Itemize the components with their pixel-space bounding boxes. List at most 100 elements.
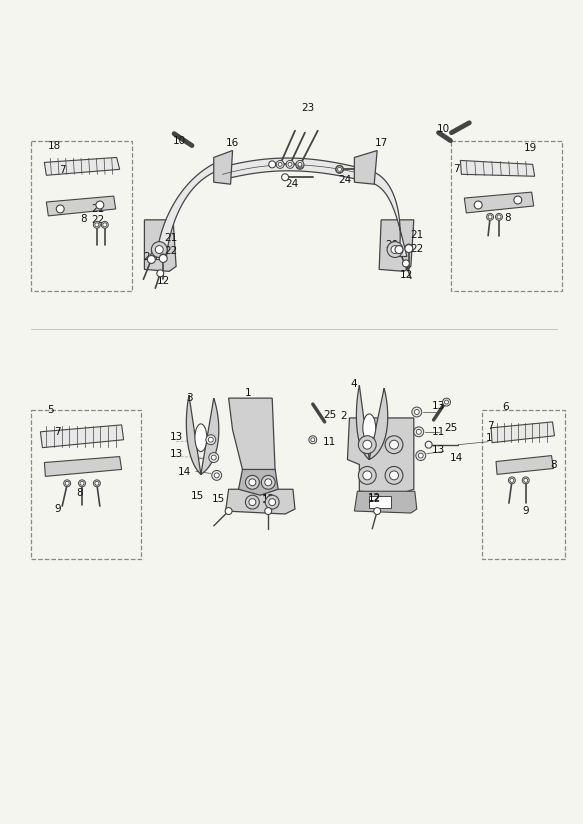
- Circle shape: [363, 471, 372, 480]
- Text: 8: 8: [77, 488, 83, 499]
- Circle shape: [389, 471, 398, 480]
- Circle shape: [65, 481, 69, 485]
- Circle shape: [206, 435, 216, 445]
- Polygon shape: [369, 171, 407, 256]
- Circle shape: [395, 246, 402, 253]
- Polygon shape: [156, 161, 221, 260]
- Circle shape: [80, 481, 84, 485]
- Circle shape: [363, 440, 372, 449]
- Text: 22: 22: [410, 244, 423, 254]
- Bar: [482, 410, 566, 559]
- Text: 20: 20: [385, 240, 399, 250]
- Text: 9: 9: [54, 504, 61, 514]
- Circle shape: [425, 441, 432, 448]
- Circle shape: [395, 246, 403, 254]
- Polygon shape: [354, 491, 417, 513]
- Bar: [369, 496, 391, 508]
- Circle shape: [147, 255, 155, 264]
- Text: 15: 15: [191, 491, 205, 501]
- Circle shape: [64, 480, 71, 487]
- Text: 10: 10: [437, 124, 450, 133]
- Circle shape: [416, 429, 422, 434]
- Polygon shape: [44, 456, 122, 476]
- Text: 18: 18: [48, 141, 61, 151]
- Text: 13: 13: [432, 401, 445, 411]
- Circle shape: [405, 245, 413, 252]
- Circle shape: [524, 479, 528, 482]
- Circle shape: [389, 440, 398, 449]
- Polygon shape: [464, 192, 533, 213]
- Text: 24: 24: [338, 176, 351, 185]
- Circle shape: [269, 499, 276, 506]
- Circle shape: [265, 495, 279, 509]
- Circle shape: [508, 477, 515, 484]
- Ellipse shape: [363, 414, 375, 442]
- Circle shape: [298, 162, 302, 166]
- Polygon shape: [47, 196, 115, 216]
- Text: 11: 11: [432, 427, 445, 437]
- Circle shape: [405, 244, 412, 251]
- Text: 15: 15: [486, 433, 498, 442]
- Text: 12: 12: [401, 270, 413, 280]
- Text: 23: 23: [301, 103, 314, 113]
- Text: 12: 12: [367, 494, 381, 503]
- Bar: [451, 141, 563, 291]
- Circle shape: [103, 222, 107, 227]
- Text: 22: 22: [164, 246, 178, 255]
- Circle shape: [96, 201, 104, 209]
- Polygon shape: [496, 456, 553, 475]
- Polygon shape: [226, 489, 295, 514]
- Polygon shape: [238, 470, 278, 495]
- Circle shape: [93, 222, 100, 228]
- Text: 10: 10: [173, 136, 185, 146]
- Circle shape: [208, 438, 213, 442]
- Circle shape: [214, 473, 219, 478]
- Text: 21: 21: [410, 230, 423, 240]
- Circle shape: [211, 455, 216, 460]
- Text: 25: 25: [444, 423, 457, 433]
- Circle shape: [288, 162, 292, 166]
- Circle shape: [385, 466, 403, 485]
- Bar: [30, 141, 132, 291]
- Text: 21: 21: [164, 232, 178, 243]
- Circle shape: [336, 166, 343, 173]
- Text: 21: 21: [91, 204, 104, 214]
- Circle shape: [514, 196, 522, 204]
- Text: 12: 12: [262, 495, 275, 505]
- Circle shape: [101, 222, 108, 228]
- Circle shape: [245, 475, 259, 489]
- Circle shape: [296, 162, 304, 170]
- Polygon shape: [347, 418, 414, 494]
- Circle shape: [278, 162, 282, 166]
- Circle shape: [249, 499, 256, 506]
- Text: 6: 6: [503, 402, 509, 412]
- Circle shape: [212, 471, 222, 480]
- Circle shape: [265, 479, 272, 486]
- Text: 13: 13: [170, 432, 182, 442]
- Circle shape: [412, 407, 422, 417]
- Text: 13: 13: [170, 448, 182, 459]
- Circle shape: [391, 246, 399, 254]
- Circle shape: [522, 477, 529, 484]
- Bar: [30, 410, 142, 559]
- Circle shape: [95, 222, 99, 227]
- Circle shape: [418, 453, 423, 458]
- Text: 2: 2: [340, 411, 347, 421]
- Text: 8: 8: [550, 461, 557, 471]
- Polygon shape: [379, 220, 414, 271]
- Polygon shape: [214, 151, 233, 185]
- Circle shape: [209, 452, 219, 462]
- Circle shape: [309, 436, 317, 443]
- Text: 13: 13: [432, 445, 445, 455]
- Ellipse shape: [195, 424, 207, 452]
- Polygon shape: [354, 151, 377, 185]
- Text: 9: 9: [522, 506, 529, 516]
- Circle shape: [474, 201, 482, 209]
- Text: 8: 8: [80, 214, 87, 224]
- Text: 5: 5: [47, 405, 54, 415]
- Circle shape: [95, 481, 99, 485]
- Text: 7: 7: [54, 427, 61, 437]
- Text: 16: 16: [226, 138, 239, 147]
- Circle shape: [286, 161, 294, 168]
- Circle shape: [155, 246, 163, 254]
